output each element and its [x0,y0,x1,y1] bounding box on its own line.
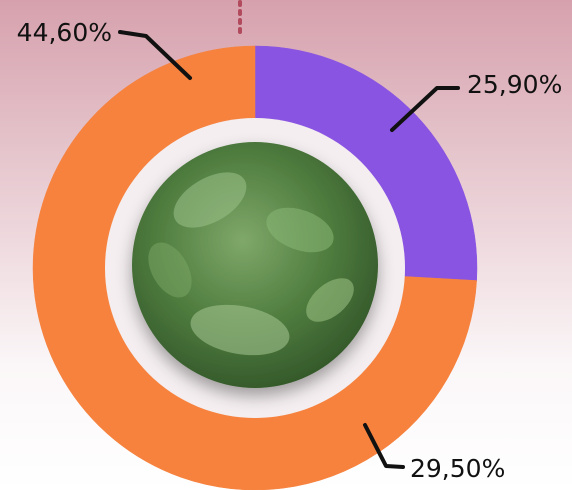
leaf [306,278,354,322]
leader-line [363,423,405,469]
value-label: 44,60% [17,18,112,47]
leaves [148,172,354,356]
labels: 25,90% 29,50% 44,60% [17,18,563,483]
value-label: 25,90% [467,70,562,99]
leaf [173,172,247,228]
leader-line [118,30,192,80]
leaf [190,304,290,356]
leaf [266,207,334,253]
value-label: 29,50% [410,454,505,483]
leader-line [390,86,460,132]
leaf [148,242,192,298]
